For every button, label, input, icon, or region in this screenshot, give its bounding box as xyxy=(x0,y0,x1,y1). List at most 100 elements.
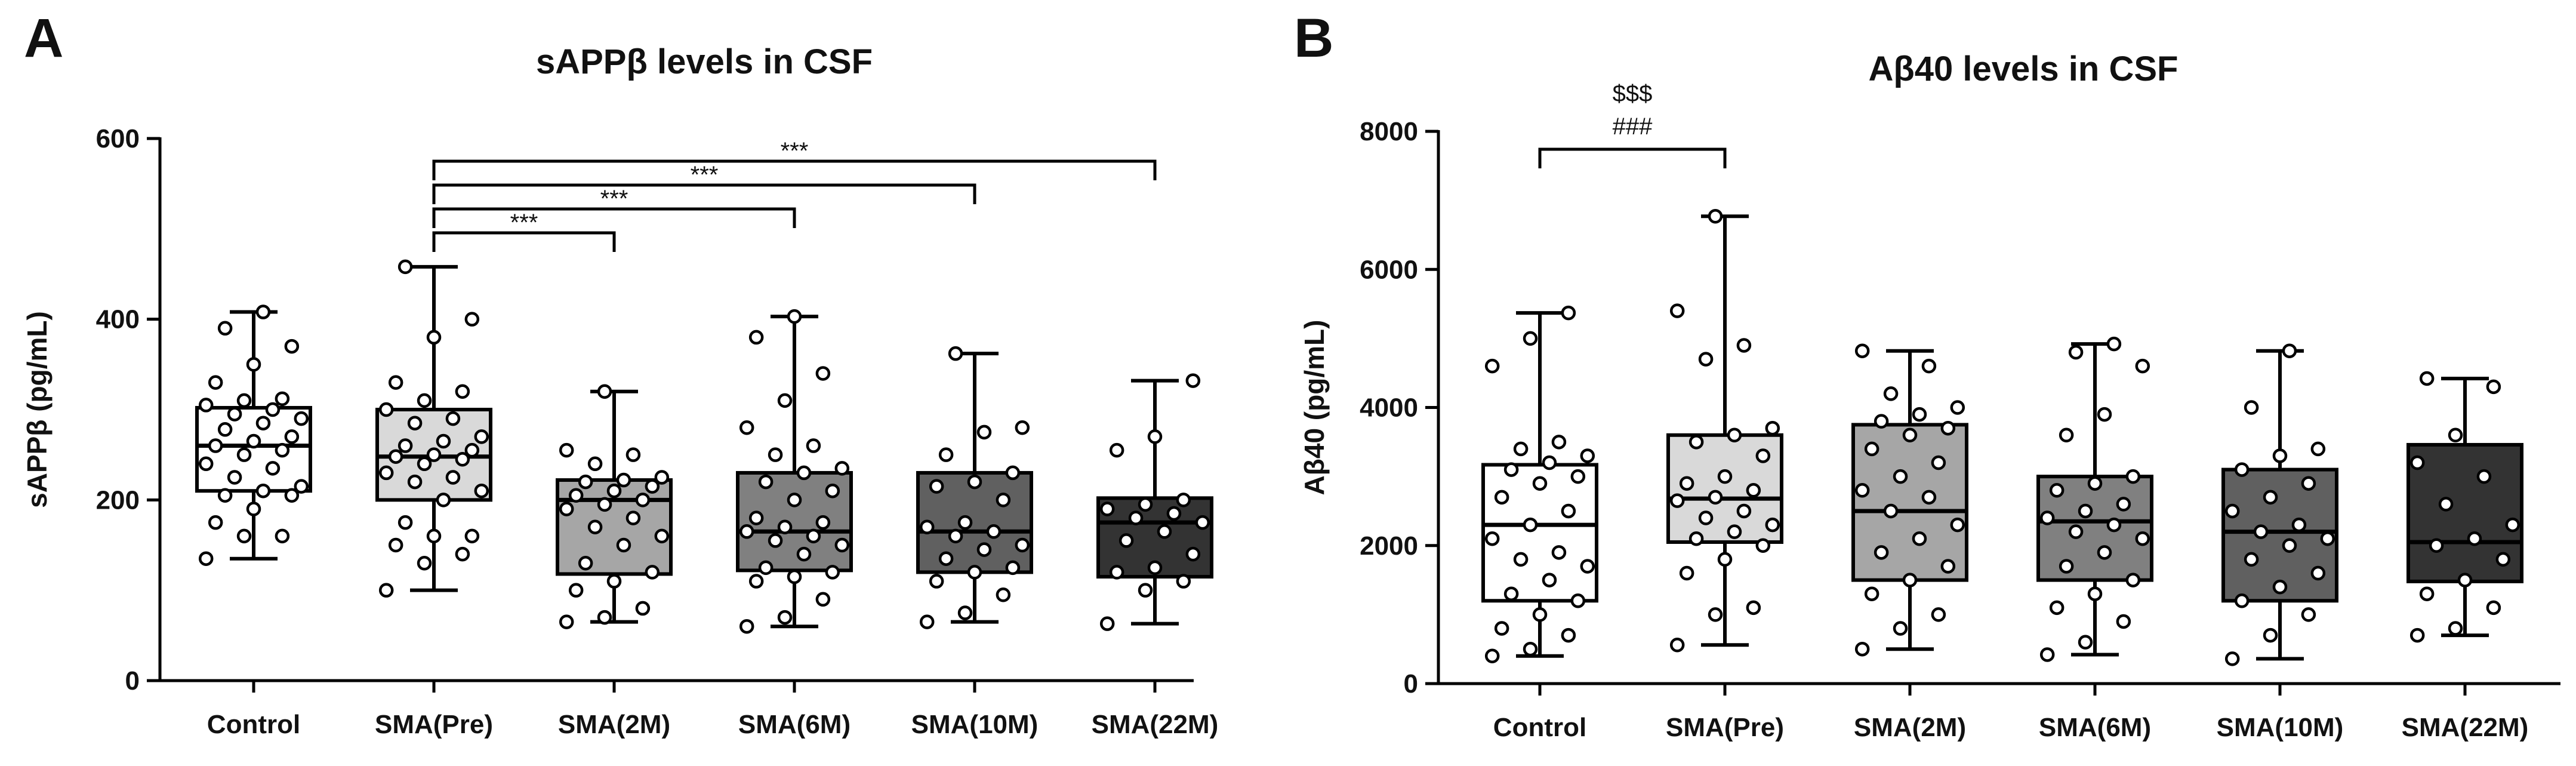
panel-b-control-data-point xyxy=(1542,455,1557,470)
panel-a-sma-6m-data-point xyxy=(815,515,831,530)
panel-b-significance-bracket xyxy=(1538,147,1727,168)
panel-b-sma-pre-data-point xyxy=(1727,427,1742,442)
panel-b-sma-6m-data-point xyxy=(2059,427,2074,442)
panel-b-sma-6m-data-point xyxy=(2039,510,2055,525)
panel-b-sma-2m-data-point xyxy=(1921,490,1937,505)
panel-a-control-data-point xyxy=(265,461,281,476)
panel-b-sma-6m-data-point xyxy=(2068,344,2084,360)
panel-b-sma-22m-data-point xyxy=(2409,627,2425,643)
panel-a-sma-2m-data-point xyxy=(559,502,574,516)
panel-a-sma-10m-data-point xyxy=(986,524,1002,539)
panel-a-sma-10m-data-point xyxy=(938,551,954,566)
panel-b-sma-pre-data-point xyxy=(1669,638,1685,653)
panel-a-sma-6m-data-point xyxy=(739,420,754,435)
panel-b-sma-22m-data-point xyxy=(2476,469,2492,484)
panel-a-control-category-label: Control xyxy=(207,710,300,739)
panel-a-sma-10m-data-point xyxy=(929,479,944,494)
panel-a-sma-pre-data-point xyxy=(407,416,423,430)
panel-a-sma-6m-data-point xyxy=(748,330,764,345)
panel-a-sma-10m-data-point xyxy=(957,515,973,530)
panel-a-sma-pre-data-point xyxy=(388,537,403,553)
panel-a-sma-pre-data-point xyxy=(398,438,413,453)
panel-b-sma-pre-data-point xyxy=(1717,552,1733,567)
panel-a-sma-22m-category-label: SMA(22M) xyxy=(1092,710,1219,739)
panel-a-sma-pre-data-point xyxy=(398,515,413,530)
panel-a-sma-22m-data-point xyxy=(1166,506,1182,521)
panel-b-sma-pre-data-point xyxy=(1679,565,1694,581)
panel-b-sma-2m-data-point xyxy=(1940,420,1956,436)
panel-b-sma-2m-data-point xyxy=(1931,455,1946,470)
panel-b-sma-6m-data-point xyxy=(2087,476,2103,491)
panel-b-sma-6m-data-point xyxy=(2039,647,2055,662)
panel-a-sma-pre-data-point xyxy=(464,312,480,327)
panel-b-sma-10m-data-point xyxy=(2224,651,2240,666)
panel-a-sma-pre-data-point xyxy=(426,447,442,462)
panel-b-control-data-point xyxy=(1523,331,1538,346)
panel-b-sma-10m-data-point xyxy=(2272,579,2288,595)
panel-a-sma-6m-data-point xyxy=(834,461,850,476)
panel-a-sma-22m-data-point xyxy=(1147,429,1163,444)
panel-b-sma-6m-data-point xyxy=(2106,517,2122,533)
panel-a-sma-2m-data-point xyxy=(645,479,660,494)
panel-b-sma-2m-data-point xyxy=(1893,621,1908,636)
panel-a-sma-6m-data-point xyxy=(806,438,821,453)
panel-a-sma-pre-data-point xyxy=(378,583,394,598)
panel-b-control-data-point xyxy=(1551,545,1567,560)
panel-b-sma-10m-data-point xyxy=(2244,400,2259,415)
panel-a-sma-22m-data-point xyxy=(1128,510,1144,525)
panel-b-sma-pre-data-point xyxy=(1765,420,1780,436)
panel-b-sma-22m-data-point xyxy=(2486,379,2501,395)
panel-a-control-data-point xyxy=(198,398,214,413)
panel-b-sma-10m-data-point xyxy=(2320,531,2335,546)
panel-b-control-data-point xyxy=(1494,490,1509,505)
panel-b-sma-2m-data-point xyxy=(1921,358,1937,374)
panel-a-sma-10m-data-point xyxy=(996,587,1011,602)
panel-a-control-data-point xyxy=(246,433,261,449)
panel-b-sma-2m-data-point xyxy=(1854,343,1870,358)
panel-b-sma-6m-data-point xyxy=(2078,635,2093,650)
panel-a-y-tick-label: 0 xyxy=(125,666,140,696)
panel-a-sma-10m-category-label: SMA(10M) xyxy=(911,710,1039,739)
panel-b-sma-2m-data-point xyxy=(1874,414,1889,429)
panel-b-sma-10m-data-point xyxy=(2291,517,2307,533)
panel-b-sma-10m-data-point xyxy=(2301,607,2316,622)
panel-a-sma-6m-data-point xyxy=(777,393,793,408)
panel-a-significance-bracket xyxy=(432,183,976,204)
panel-b-sma-22m-data-point xyxy=(2448,621,2463,636)
panel-b-sma-10m-data-point xyxy=(2310,565,2326,581)
panel-a-sma-10m-data-point xyxy=(976,542,992,557)
panel-b-sma-22m-data-point xyxy=(2467,531,2482,546)
panel-a-control-data-point xyxy=(265,402,281,417)
panel-b-sma-22m-data-point xyxy=(2409,455,2425,470)
panel-b-sma-2m-data-point xyxy=(1912,407,1927,422)
panel-a-sma-6m-data-point xyxy=(825,565,840,580)
panel-b-sma-2m-data-point xyxy=(1883,503,1899,519)
panel-a-sma-22m-data-point xyxy=(1147,560,1163,576)
panel-b-sma-pre-data-point xyxy=(1688,531,1704,546)
panel-b-sma-2m-data-point xyxy=(1854,641,1870,657)
panel-a-chart-title: sAPPβ levels in CSF xyxy=(536,42,873,81)
panel-b-sma-pre-data-point xyxy=(1698,352,1714,367)
panel-a-sma-10m-data-point xyxy=(967,474,982,490)
panel-b-control-data-point xyxy=(1561,305,1576,321)
panel-b-sma-10m-data-point xyxy=(2263,627,2278,643)
panel-b-sma-pre-data-point xyxy=(1736,338,1752,353)
panel-a-sma-pre-data-point xyxy=(426,330,442,345)
panel-a-sma-2m-data-point xyxy=(654,528,670,544)
panel-b-sma-pre-category-label: SMA(Pre) xyxy=(1666,713,1784,742)
panel-b-sma-22m-data-point xyxy=(2429,538,2444,553)
panel-b-control-data-point xyxy=(1484,531,1500,546)
panel-b-sma-6m-data-point xyxy=(2068,524,2084,539)
panel-b-control-data-point xyxy=(1532,607,1548,622)
panel-a-significance-marker: *** xyxy=(781,138,809,164)
panel-a-control-data-point xyxy=(198,551,214,566)
panel-b-sma-6m-data-point xyxy=(2097,545,2112,560)
panel-b-control-data-point xyxy=(1580,559,1595,574)
panel-a-sma-pre-data-point xyxy=(474,429,489,444)
panel-a-sma-pre-data-point xyxy=(407,474,423,490)
panel-a-sma-22m-data-point xyxy=(1176,574,1191,589)
panel-b-sma-10m-data-point xyxy=(2263,490,2278,505)
panel-a-significance-bracket xyxy=(432,159,1157,180)
panel-a-sma-22m-data-point xyxy=(1195,515,1210,530)
